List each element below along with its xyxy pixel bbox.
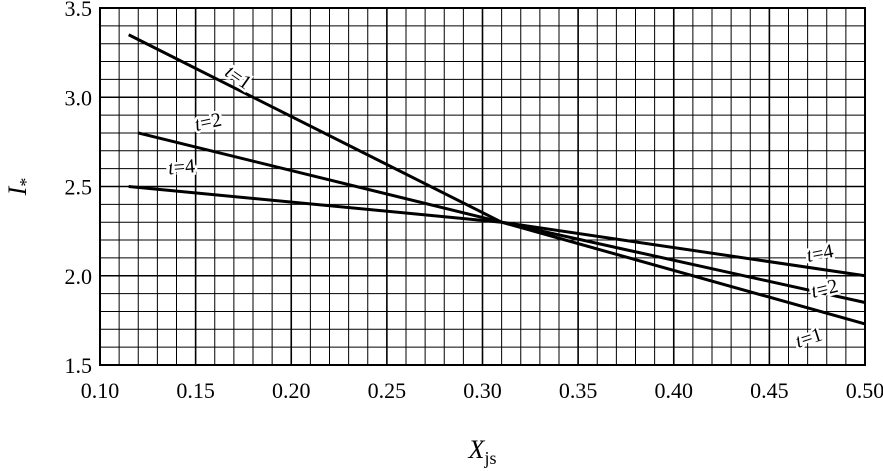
plot-frame [99, 7, 866, 366]
x-tick-label: 0.35 [559, 378, 598, 403]
grid [99, 7, 866, 366]
x-tick-label: 0.45 [750, 378, 789, 403]
x-tick-label: 0.50 [846, 378, 883, 403]
x-axis-title: Xjs [468, 435, 497, 468]
y-tick-label: 3.5 [65, 0, 93, 21]
y-tick-label: 2.5 [65, 175, 93, 200]
y-tick-label: 2.0 [65, 264, 93, 289]
curve-label-right-t-4: t=4 [805, 240, 836, 267]
curve-label-right-t-2: t=2 [809, 275, 840, 303]
x-tick-label: 0.10 [81, 378, 120, 403]
series-lines [128, 33, 866, 326]
y-axis-title: I* [3, 178, 36, 197]
series-line-t-4 [128, 185, 866, 278]
tick-labels: 0.10 0.15 0.20 0.25 0.30 0.35 0.40 0.45 0.50 1.5 2… [65, 0, 883, 403]
y-tick-label: 3.0 [65, 85, 93, 110]
x-tick-label: 0.40 [655, 378, 694, 403]
curve-label-left-t-2: t=2 [193, 109, 224, 136]
x-tick-label: 0.20 [272, 378, 311, 403]
x-tick-label: 0.25 [368, 378, 407, 403]
curve-label-left-t-1: t=1 [221, 61, 256, 94]
curve-label-left-t-4: t=4 [167, 155, 196, 179]
y-tick-label: 1.5 [65, 353, 93, 378]
x-tick-label: 0.15 [176, 378, 215, 403]
curve-label-right-t-1: t=1 [793, 324, 825, 353]
x-tick-label: 0.30 [463, 378, 502, 403]
axis-titles: Xjs I* [3, 178, 496, 468]
